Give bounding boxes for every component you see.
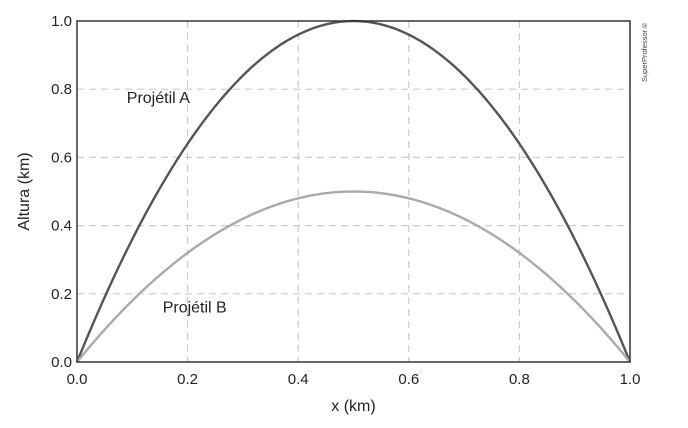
series-label-a: Projétil A xyxy=(127,90,190,107)
x-tick-labels: 0.0 0.2 0.4 0.6 0.8 1.0 xyxy=(67,371,641,388)
y-tick-label: 0.0 xyxy=(51,354,72,371)
y-tick-label: 0.8 xyxy=(51,81,72,98)
watermark: SuperProfessor® xyxy=(640,20,649,82)
x-tick-label: 0.4 xyxy=(288,371,309,388)
x-tick-label: 1.0 xyxy=(620,371,641,388)
x-tick-label: 0.0 xyxy=(67,371,88,388)
y-axis-label: Altura (km) xyxy=(16,152,33,230)
x-axis-label: x (km) xyxy=(331,398,375,415)
y-tick-label: 0.6 xyxy=(51,149,72,166)
y-tick-label: 0.4 xyxy=(51,218,72,235)
series-labels: Projétil A Projétil B xyxy=(127,90,227,317)
series-layer xyxy=(75,19,632,363)
x-tick-label: 0.6 xyxy=(398,371,419,388)
x-tick-label: 0.2 xyxy=(177,371,198,388)
y-tick-label: 0.2 xyxy=(51,286,72,303)
y-tick-label: 1.0 xyxy=(51,13,72,30)
plot-frame xyxy=(76,20,631,363)
grid xyxy=(77,21,630,362)
series-line-b xyxy=(76,190,631,363)
y-tick-labels: 0.0 0.2 0.4 0.6 0.8 1.0 xyxy=(51,13,72,371)
series-label-b: Projétil B xyxy=(163,300,227,317)
x-tick-label: 0.8 xyxy=(509,371,530,388)
